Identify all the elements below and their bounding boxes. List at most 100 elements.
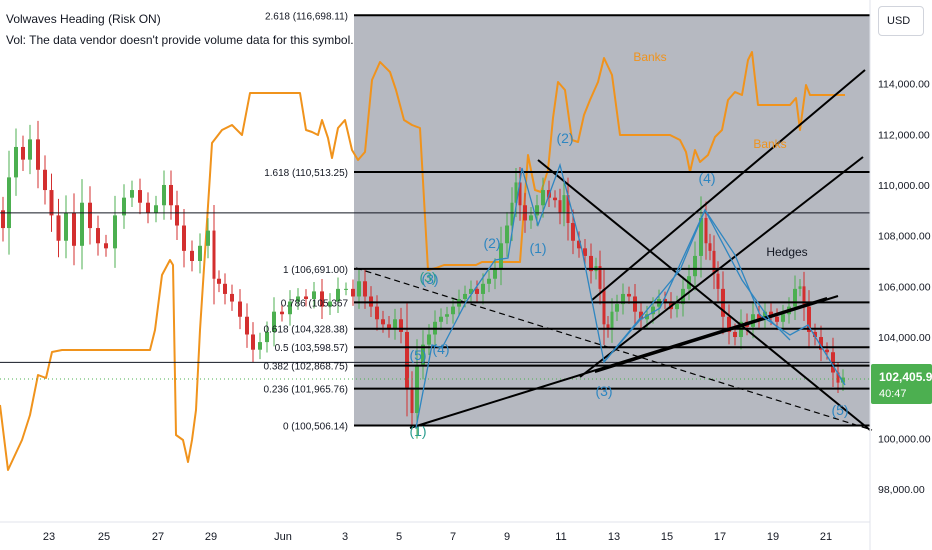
candle-body (704, 217, 708, 244)
candle-body (169, 184, 173, 206)
volume-note: Vol: The data vendor doesn't provide vol… (6, 33, 354, 47)
candle-body (499, 243, 503, 269)
trendline (594, 295, 839, 373)
candle-body (320, 291, 324, 307)
candle-body (312, 291, 316, 300)
candle-body (481, 283, 485, 294)
candle-countdown: 40:47 (879, 388, 907, 400)
candle-body (399, 319, 403, 332)
price-tick-label: 114,000.00 (878, 79, 930, 91)
time-tick-label: 11 (555, 531, 566, 543)
candle-body (451, 306, 455, 315)
banks-annotation: Banks (633, 50, 666, 64)
candle-body (280, 311, 284, 315)
trendline (579, 156, 864, 378)
candle-body (258, 342, 262, 350)
candle-body (1, 210, 5, 229)
candle-body (439, 316, 443, 322)
candle-body (589, 255, 593, 272)
candle-body (562, 195, 566, 213)
candle-body (212, 230, 216, 279)
elliott-wave-path (415, 162, 846, 429)
time-tick-label: 15 (661, 531, 673, 543)
orange-indicator-line (0, 51, 845, 471)
candle-body (175, 205, 179, 226)
candle-body (712, 250, 716, 274)
price-tick-label: 108,000.00 (878, 231, 931, 243)
wave-label: (1) (529, 240, 546, 256)
candle-body (387, 324, 391, 330)
candle-body (265, 331, 269, 343)
candle-body (583, 248, 587, 256)
wave-label: (2) (483, 235, 500, 251)
candle-body (781, 314, 785, 322)
candle-body (405, 331, 409, 388)
time-tick-label: 7 (450, 531, 456, 543)
candle-body (288, 301, 292, 315)
currency-button[interactable]: USD (878, 6, 924, 36)
price-tick-label: 112,000.00 (878, 129, 930, 141)
fib-label: 0.236 (101,965.76) (263, 385, 348, 396)
candle-body (217, 278, 221, 284)
wave-label: (3) (419, 269, 436, 285)
candle-body (469, 288, 473, 294)
candle-body (357, 281, 361, 297)
candle-body (344, 288, 348, 290)
candle-body (510, 202, 514, 226)
candle-body (769, 311, 773, 317)
candle-body (336, 288, 340, 302)
candle-body (566, 195, 570, 223)
candle-body (427, 334, 431, 345)
candle-body (571, 222, 575, 241)
candle-body (514, 182, 518, 203)
candle-body (363, 281, 367, 297)
time-tick-label: 13 (608, 531, 620, 543)
candle-body (693, 255, 697, 277)
current-price-tag (871, 364, 932, 404)
candle-body (88, 202, 92, 229)
candle-body (96, 228, 100, 244)
candle-body (351, 288, 355, 297)
time-tick-label: 9 (504, 531, 510, 543)
price-tick-label: 98,000.00 (878, 484, 925, 496)
candle-body (553, 197, 557, 201)
candle-body (14, 146, 18, 178)
candle-body (304, 296, 308, 300)
candle-body (198, 245, 202, 261)
candle-body (813, 331, 817, 338)
fib-label: 0.382 (102,868.75) (263, 362, 348, 373)
candle-body (230, 293, 234, 302)
wave-label: (4) (698, 170, 715, 186)
candle-body (375, 306, 379, 320)
candle-body (757, 314, 761, 320)
candle-body (182, 225, 186, 251)
candle-body (104, 243, 108, 249)
candle-body (206, 230, 210, 246)
time-tick-label: 25 (98, 531, 110, 543)
fib-label: 0 (100,506.14) (283, 422, 348, 433)
candle-body (645, 314, 649, 320)
time-tick-label: 3 (342, 531, 348, 543)
candle-body (56, 215, 61, 241)
price-tick-label: 100,000.00 (878, 433, 931, 445)
candle-body (606, 324, 610, 330)
candle-body (122, 197, 126, 216)
candle-body (798, 286, 802, 289)
wave-label: (5) (831, 402, 848, 418)
candle-body (775, 316, 779, 322)
wave-label: (3) (595, 383, 612, 399)
candle-body (639, 311, 643, 320)
candle-body (21, 146, 25, 160)
candle-body (421, 344, 425, 365)
candle-body (577, 240, 581, 249)
candle-body (154, 205, 158, 213)
candle-body (699, 217, 703, 256)
fib-label: 2.618 (116,698.11) (265, 11, 348, 22)
candle-body (615, 304, 619, 312)
candle-body (43, 169, 47, 191)
wave-label: (3) (421, 271, 438, 287)
trendline (591, 69, 866, 301)
candle-body (487, 278, 491, 284)
current-price-value: 102,405.91 (879, 370, 932, 384)
